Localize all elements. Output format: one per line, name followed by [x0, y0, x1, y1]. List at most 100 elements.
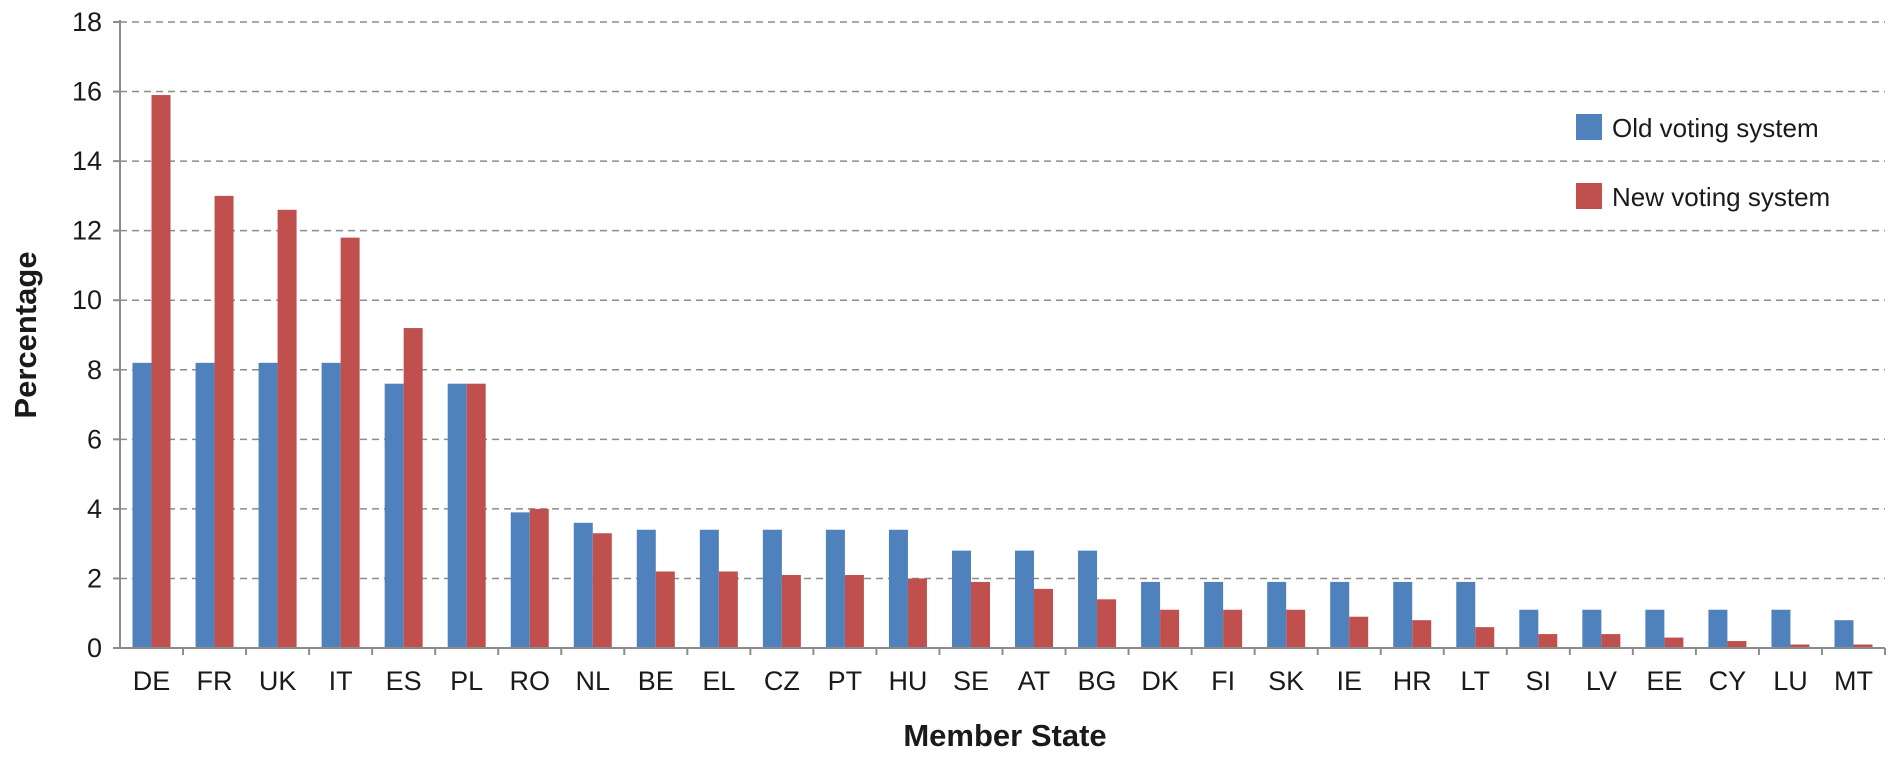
bar-new-cz [781, 574, 801, 648]
x-tick-label-lt: LT [1461, 666, 1491, 696]
y-tick-label: 18 [72, 7, 102, 37]
y-tick-label: 12 [72, 216, 102, 246]
bar-new-se [970, 581, 990, 648]
bar-old-hr [1393, 581, 1413, 648]
legend-swatch-new [1576, 183, 1602, 209]
bar-new-hr [1412, 620, 1432, 648]
bar-old-lu [1771, 609, 1791, 648]
bar-old-it [321, 362, 341, 648]
bar-new-de [151, 95, 171, 649]
bar-old-dk [1141, 581, 1161, 648]
x-tick-label-si: SI [1526, 666, 1552, 696]
bar-old-fr [195, 362, 215, 648]
x-axis-title: Member State [903, 718, 1106, 753]
bar-new-pl [466, 383, 486, 648]
y-axis-title: Percentage [8, 251, 43, 418]
x-tick-label-el: EL [702, 666, 735, 696]
bar-old-nl [573, 522, 593, 648]
bar-old-mt [1834, 620, 1854, 648]
bar-new-dk [1160, 609, 1180, 648]
bar-new-hu [907, 578, 927, 648]
x-tick-label-ie: IE [1336, 666, 1362, 696]
y-tick-label: 14 [72, 146, 102, 176]
bar-new-lv [1601, 634, 1621, 648]
bar-old-bg [1078, 550, 1098, 648]
bar-old-si [1519, 609, 1539, 648]
bar-old-at [1015, 550, 1035, 648]
x-tick-label-pl: PL [450, 666, 483, 696]
bar-old-ie [1330, 581, 1350, 648]
x-tick-label-ro: RO [509, 666, 550, 696]
bar-old-hu [888, 529, 908, 648]
bar-old-lv [1582, 609, 1602, 648]
y-tick-label: 16 [72, 77, 102, 107]
x-tick-label-sk: SK [1268, 666, 1304, 696]
bar-old-ro [510, 512, 530, 648]
x-tick-label-it: IT [329, 666, 353, 696]
bar-new-fi [1223, 609, 1243, 648]
x-tick-label-nl: NL [576, 666, 611, 696]
x-tick-label-fi: FI [1211, 666, 1235, 696]
bar-new-nl [592, 533, 612, 648]
bar-old-el [699, 529, 719, 648]
bar-new-bg [1097, 599, 1117, 648]
bar-new-at [1034, 588, 1054, 648]
bar-new-be [655, 571, 675, 648]
x-tick-label-uk: UK [259, 666, 297, 696]
y-tick-label: 2 [87, 563, 102, 593]
bar-new-ee [1664, 637, 1684, 648]
y-tick-labels: 0 2 4 6 8 10 12 14 16 18 [72, 7, 120, 663]
y-tick-label: 6 [87, 424, 102, 454]
bar-new-es [403, 328, 423, 648]
bar-new-cy [1727, 641, 1747, 648]
x-tick-label-de: DE [133, 666, 171, 696]
bar-old-be [636, 529, 656, 648]
bar-old-sk [1267, 581, 1287, 648]
y-tick-label: 0 [87, 633, 102, 663]
legend-label-new: New voting system [1612, 182, 1830, 212]
bar-old-uk [258, 362, 278, 648]
bar-old-cz [762, 529, 782, 648]
bar-new-si [1538, 634, 1558, 648]
bar-old-cy [1708, 609, 1728, 648]
bar-new-el [718, 571, 738, 648]
legend: Old voting system New voting system [1576, 113, 1830, 212]
bar-new-lt [1475, 627, 1495, 648]
x-tick-label-dk: DK [1141, 666, 1179, 696]
x-tick-labels: DE FR UK IT ES PL RO NL BE EL CZ PT HU SE AT BG DK FI SK IE… [133, 648, 1886, 696]
x-tick-label-ee: EE [1646, 666, 1682, 696]
x-tick-label-hu: HU [888, 666, 927, 696]
bar-new-mt [1853, 644, 1873, 648]
bar-new-pt [844, 574, 864, 648]
x-tick-label-bg: BG [1078, 666, 1117, 696]
bar-old-lt [1456, 581, 1476, 648]
x-tick-label-at: AT [1018, 666, 1051, 696]
x-tick-label-pt: PT [828, 666, 863, 696]
bar-old-pl [447, 383, 467, 648]
legend-swatch-old [1576, 114, 1602, 140]
x-tick-label-se: SE [953, 666, 989, 696]
y-tick-label: 10 [72, 285, 102, 315]
y-tick-label: 4 [87, 494, 102, 524]
bar-old-es [384, 383, 404, 648]
x-tick-label-mt: MT [1834, 666, 1873, 696]
bar-new-ro [529, 508, 549, 648]
x-tick-label-be: BE [638, 666, 674, 696]
x-tick-label-hr: HR [1393, 666, 1432, 696]
bar-old-de [132, 362, 152, 648]
bar-old-pt [825, 529, 845, 648]
x-tick-label-lu: LU [1773, 666, 1808, 696]
bar-old-fi [1204, 581, 1224, 648]
x-tick-label-lv: LV [1586, 666, 1617, 696]
x-tick-label-cy: CY [1709, 666, 1747, 696]
bar-new-ie [1349, 616, 1369, 648]
bar-new-sk [1286, 609, 1306, 648]
x-tick-label-es: ES [386, 666, 422, 696]
bar-new-fr [214, 195, 234, 648]
bars [132, 95, 1873, 649]
bar-new-it [340, 237, 360, 648]
bar-new-uk [277, 209, 297, 649]
legend-label-old: Old voting system [1612, 113, 1819, 143]
x-tick-label-cz: CZ [764, 666, 800, 696]
